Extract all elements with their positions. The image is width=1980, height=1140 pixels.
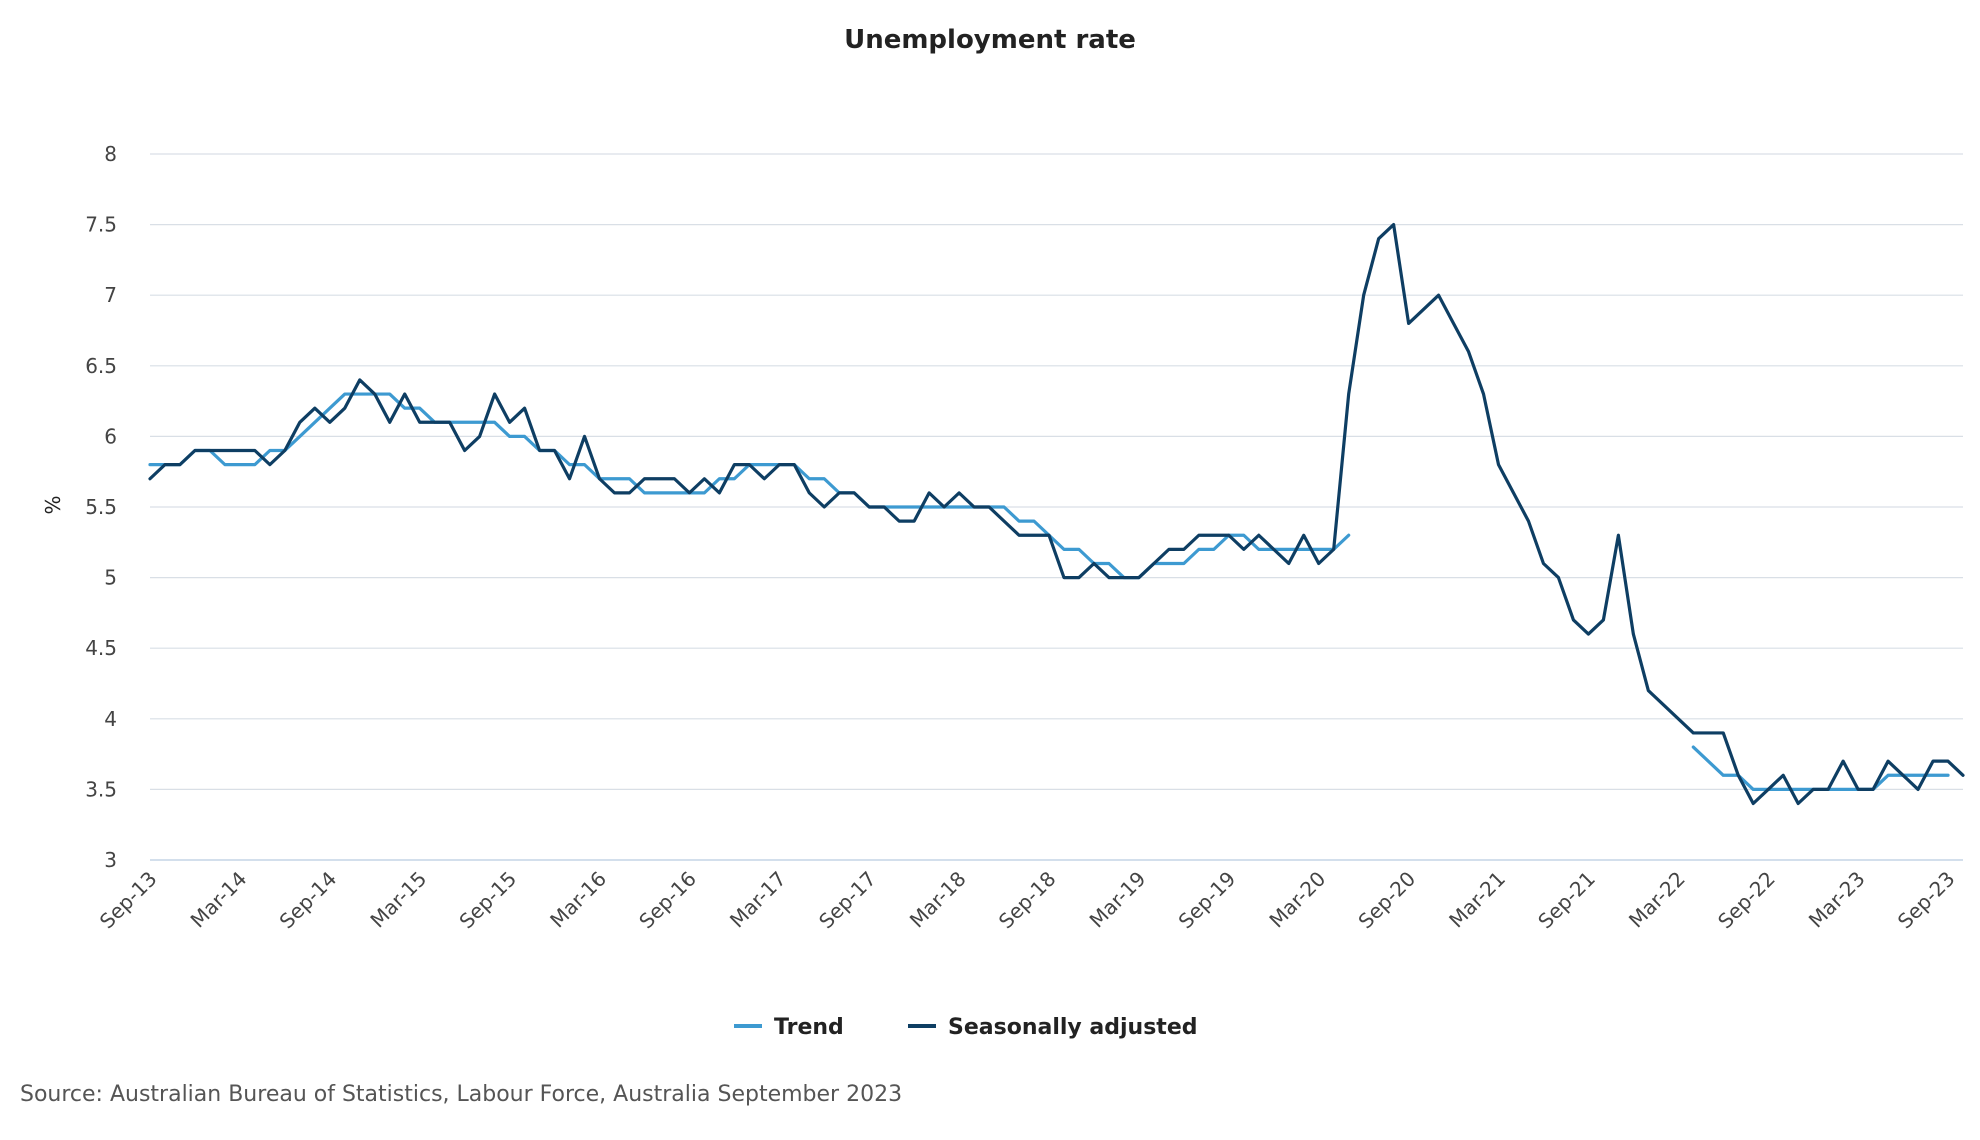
y-tick-label: 7.5 [85,213,117,237]
legend-item-trend: Trend [734,1015,844,1040]
x-tick-label: Sep-17 [814,867,881,934]
x-tick-label: Sep-22 [1713,867,1780,934]
y-tick-label: 5.5 [85,495,117,519]
x-tick-label: Sep-19 [1174,867,1241,934]
x-tick-label: Mar-23 [1804,867,1870,933]
seasonally-adjusted-line [148,223,1965,806]
y-tick-label: 3 [104,848,117,872]
chart-title: Unemployment rate [844,25,1136,55]
legend: Trend Seasonally adjusted [734,1015,1198,1040]
x-tick-label: Mar-16 [545,867,611,933]
x-tick-label: Mar-14 [186,867,252,933]
y-axis: 3 3.5 4 4.5 5 5.5 6 6.5 7 7.5 8 [85,142,117,872]
x-tick-label: Sep-21 [1533,867,1600,934]
x-axis: Sep-13 Mar-14 Sep-14 Mar-15 Sep-15 Mar-16 Sep-… [95,867,1960,934]
legend-item-seasonally-adjusted: Seasonally adjusted [908,1015,1198,1040]
grid [150,153,1963,861]
x-tick-label: Sep-23 [1893,867,1960,934]
legend-label: Trend [774,1015,844,1040]
y-tick-label: 7 [104,283,117,307]
y-tick-label: 6.5 [85,354,117,378]
x-tick-label: Mar-21 [1444,867,1510,933]
x-tick-label: Mar-20 [1264,867,1330,933]
y-tick-label: 8 [104,142,117,166]
x-tick-label: Sep-15 [454,867,521,934]
source-note: Source: Australian Bureau of Statistics,… [20,1082,902,1107]
x-tick-label: Mar-18 [905,867,971,933]
x-tick-label: Sep-14 [275,867,342,934]
legend-label: Seasonally adjusted [948,1015,1198,1040]
y-tick-label: 4 [104,707,117,731]
y-axis-title: % [41,495,65,514]
y-tick-label: 6 [104,424,117,448]
x-tick-label: Mar-17 [725,867,791,933]
series-lines [148,223,1965,806]
x-tick-label: Sep-13 [95,867,162,934]
x-tick-label: Mar-15 [365,867,431,933]
y-tick-label: 4.5 [85,636,117,660]
y-tick-label: 3.5 [85,777,117,801]
x-tick-label: Sep-16 [634,867,701,934]
x-tick-label: Mar-19 [1085,867,1151,933]
trend-line [148,392,1950,791]
x-tick-label: Sep-18 [994,867,1061,934]
y-tick-label: 5 [104,566,117,590]
x-tick-label: Sep-20 [1353,867,1420,934]
x-tick-label: Mar-22 [1624,867,1690,933]
